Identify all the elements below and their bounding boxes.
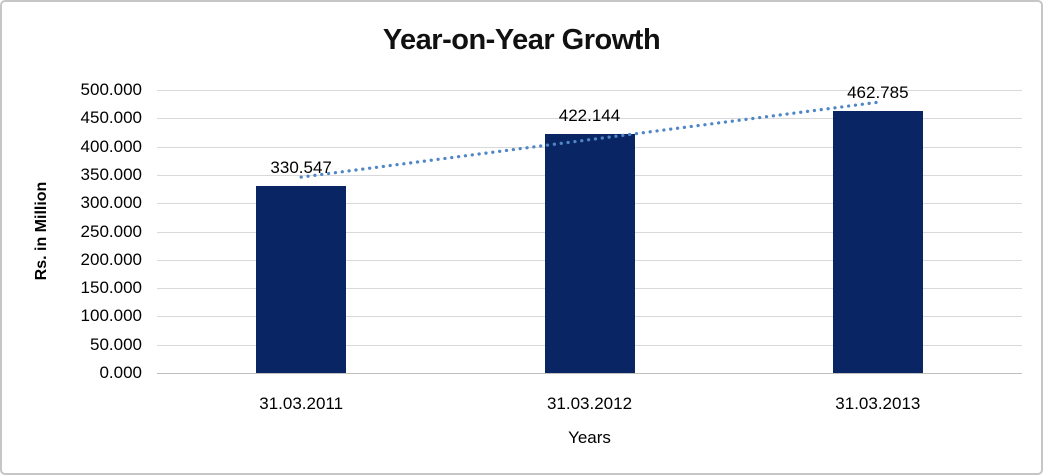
y-tick-label: 250.000 xyxy=(80,221,142,241)
x-tick-label: 31.03.2012 xyxy=(546,394,633,413)
bar-value-label: 462.785 xyxy=(847,83,909,103)
x-axis-title: Years xyxy=(568,428,611,447)
y-gridline xyxy=(157,90,1022,91)
y-tick-label: 500.000 xyxy=(80,80,142,99)
y-tick-label: 450.000 xyxy=(80,108,142,128)
x-axis-line xyxy=(157,373,1022,374)
y-tick-label: 100.000 xyxy=(80,306,142,326)
y-tick-label: 400.000 xyxy=(80,136,142,156)
x-tick-label: 31.03.2011 xyxy=(259,394,344,413)
chart-title: Year-on-Year Growth xyxy=(382,24,661,56)
y-tick-label: 300.000 xyxy=(80,193,142,213)
x-tick-label: 31.03.2013 xyxy=(835,394,921,413)
bar-31.03.2012 xyxy=(544,134,635,373)
bar-value-label: 330.547 xyxy=(270,157,332,177)
y-tick-label: 200.000 xyxy=(80,249,142,269)
bar-31.03.2011 xyxy=(256,185,347,373)
y-tick-label: 0.000 xyxy=(99,363,142,382)
bar-31.03.2013 xyxy=(832,111,923,373)
y-axis-title: Rs. in Million xyxy=(33,181,50,281)
y-tick-label: 350.000 xyxy=(80,164,142,184)
y-tick-label: 50.000 xyxy=(90,334,142,354)
y-tick-label: 150.000 xyxy=(80,278,142,298)
bar-value-label: 422.144 xyxy=(558,106,621,126)
